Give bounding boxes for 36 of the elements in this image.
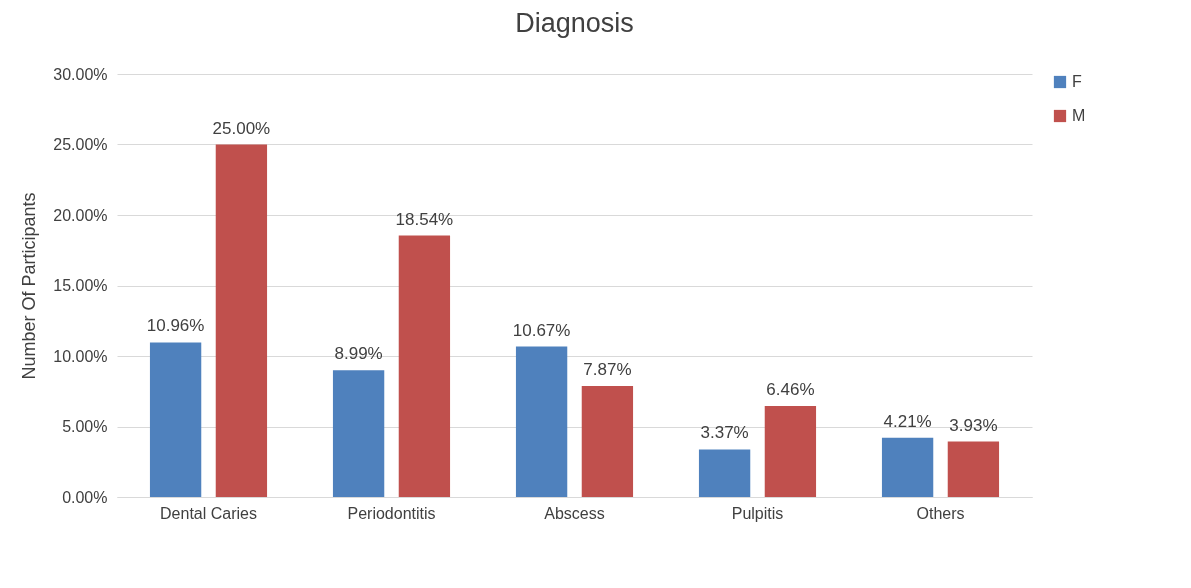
y-tick-label: 5.00% <box>62 418 108 435</box>
y-axis-title: Number Of Participants <box>19 192 40 380</box>
data-label: 3.93% <box>949 415 998 435</box>
bar <box>698 449 751 497</box>
bar <box>149 342 202 497</box>
bar <box>881 437 934 497</box>
data-label: 4.21% <box>883 411 932 431</box>
y-tick-label: 15.00% <box>53 277 108 294</box>
x-tick-label: Pulpitis <box>731 504 784 522</box>
data-label: 6.46% <box>766 379 815 399</box>
data-label: 25.00% <box>212 118 271 138</box>
x-tick-label: Abscess <box>544 504 605 522</box>
legend-label: F <box>1072 73 1082 90</box>
chart-title: Diagnosis <box>515 8 634 38</box>
bar <box>947 441 1000 497</box>
y-tick-label: 25.00% <box>53 136 108 153</box>
y-tick-label: 10.00% <box>53 347 108 365</box>
data-label: 10.67% <box>512 320 571 340</box>
x-tick-label: Periodontitis <box>347 504 436 522</box>
data-label: 18.54% <box>395 209 454 229</box>
y-tick-label: 30.00% <box>53 65 108 83</box>
data-label: 8.99% <box>334 344 383 364</box>
y-tick-label: 0.00% <box>62 488 108 506</box>
bar <box>332 370 385 497</box>
bar <box>215 144 268 497</box>
y-tick-label: 20.00% <box>53 206 108 224</box>
x-tick-label: Others <box>916 504 965 522</box>
legend-label: M <box>1072 107 1086 124</box>
bar <box>398 235 451 497</box>
x-tick-label: Dental Caries <box>160 504 257 522</box>
data-label: 7.87% <box>583 360 632 380</box>
data-label: 3.37% <box>700 423 749 443</box>
bar <box>764 405 817 497</box>
bar <box>515 346 568 497</box>
bar <box>581 386 634 497</box>
data-label: 10.96% <box>146 316 205 336</box>
